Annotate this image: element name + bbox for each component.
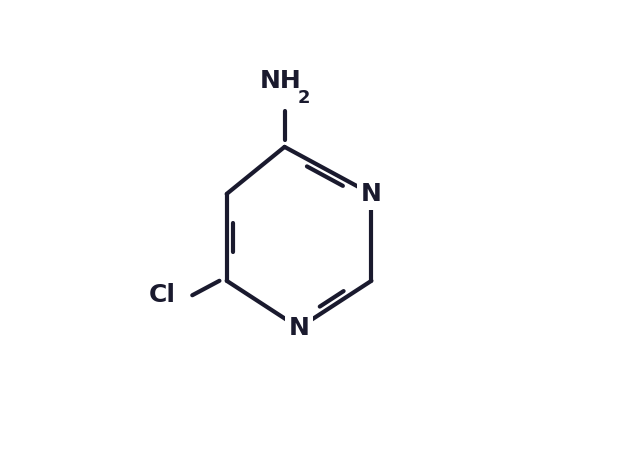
- Text: Cl: Cl: [149, 283, 176, 307]
- Text: 2: 2: [297, 89, 310, 107]
- Text: NH: NH: [260, 69, 302, 93]
- Text: N: N: [361, 182, 382, 206]
- Text: N: N: [289, 316, 310, 340]
